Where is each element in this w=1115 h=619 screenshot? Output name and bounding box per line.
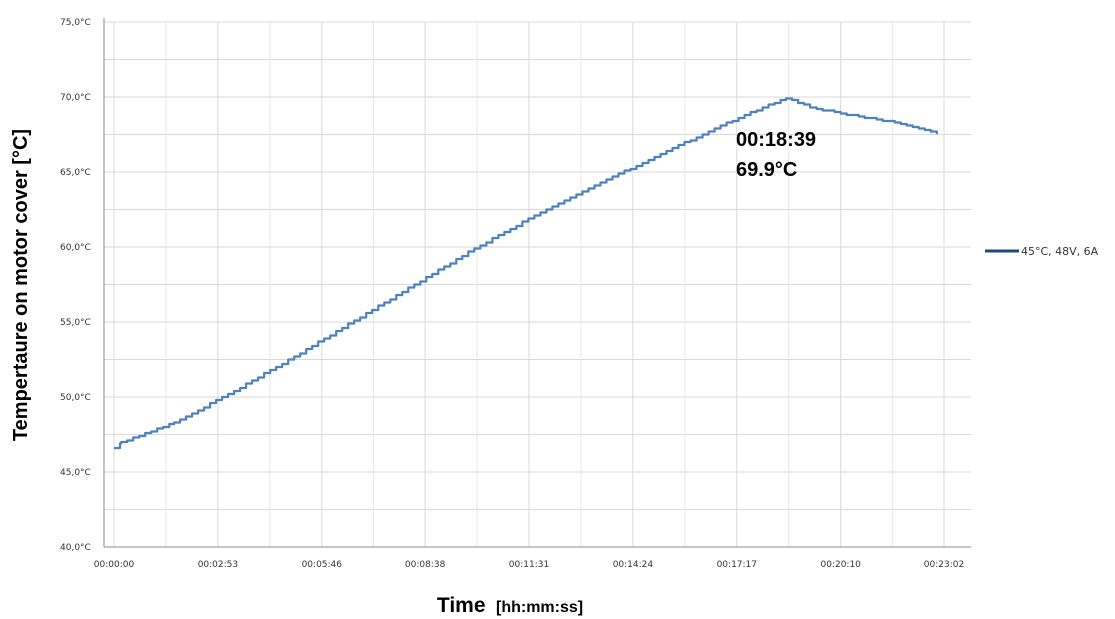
- legend-label: 45°C, 48V, 6A: [1021, 245, 1099, 258]
- x-tick-label: 00:00:00: [94, 560, 135, 570]
- x-tick-label: 00:20:10: [820, 560, 861, 570]
- y-axis-label: Tempertaure on motor cover [°C]: [10, 129, 32, 441]
- annotation-temp: 69.9°C: [736, 159, 797, 181]
- x-tick-label: 00:17:17: [717, 560, 757, 570]
- x-axis-label-main: Time: [437, 594, 486, 617]
- x-tick-label: 00:02:53: [198, 560, 238, 570]
- y-tick-label: 70,0°C: [60, 93, 91, 103]
- axes: [103, 18, 971, 548]
- x-tick-label: 00:05:46: [302, 560, 343, 570]
- y-tick-label: 40,0°C: [60, 543, 91, 553]
- series-line-45c-48v-6a: [114, 97, 938, 450]
- annotation-time: 00:18:39: [736, 129, 816, 151]
- series-lines: [114, 97, 938, 450]
- x-axis-label: Time [hh:mm:ss]: [437, 594, 583, 617]
- grid-lines: [104, 21, 971, 548]
- y-tick-label: 65,0°C: [60, 168, 91, 178]
- y-tick-label: 45,0°C: [60, 468, 91, 478]
- y-tick-label: 50,0°C: [60, 393, 91, 403]
- x-tick-label: 00:11:31: [509, 560, 549, 570]
- y-tick-label: 60,0°C: [60, 243, 91, 253]
- x-tick-label: 00:08:38: [405, 560, 446, 570]
- x-tick-label: 00:23:02: [924, 560, 964, 570]
- legend: 45°C, 48V, 6A: [985, 245, 1099, 258]
- y-tick-label: 55,0°C: [60, 318, 91, 328]
- x-axis-label-unit: [hh:mm:ss]: [496, 599, 583, 616]
- x-tick-labels: 00:00:00 00:02:53 00:05:46 00:08:38 00:11:31…: [94, 560, 964, 570]
- x-tick-label: 00:14:24: [613, 560, 654, 570]
- y-tick-label: 75,0°C: [60, 18, 91, 28]
- y-tick-labels: 40,0°C 45,0°C 50,0°C 55,0°C 60,0°C 65,0°C 70,0…: [60, 18, 91, 553]
